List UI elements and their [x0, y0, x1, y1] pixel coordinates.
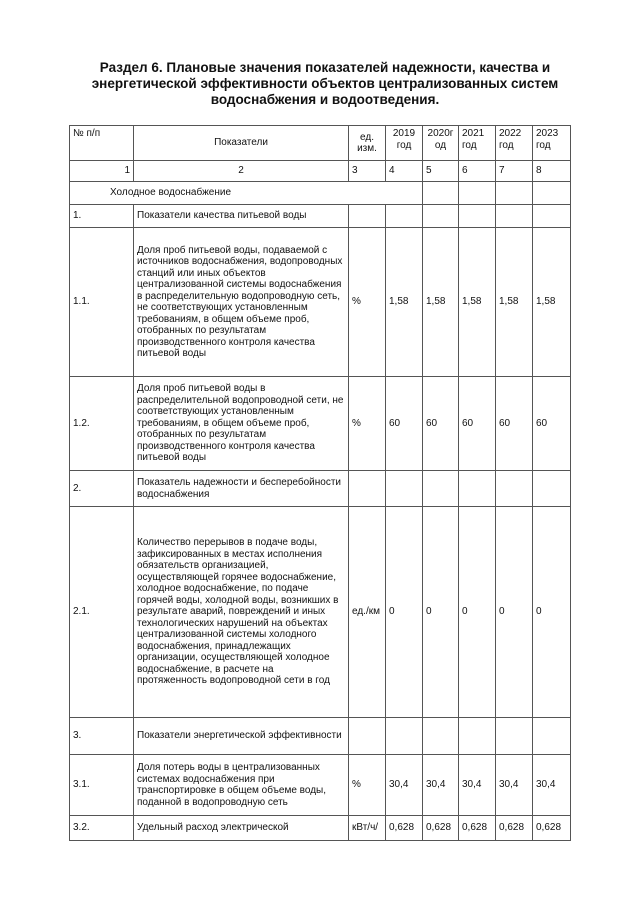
col-number: 8 [532, 160, 571, 182]
col-number: 3 [348, 160, 386, 182]
header-2021: 2021 год [458, 125, 496, 161]
row-number: 2.1. [69, 506, 134, 718]
empty-cell [495, 181, 533, 205]
value-2021: 30,4 [458, 754, 496, 816]
value-2022: 30,4 [495, 754, 533, 816]
unit [348, 204, 386, 228]
section-label: Холодное водоснабжение [69, 181, 423, 205]
value-2019: 30,4 [385, 754, 423, 816]
table-row: 2. Показатель надежности и бесперебойност… [69, 470, 571, 507]
value-2020 [422, 717, 459, 755]
indicator-name: Показатели энергетической эффективности [133, 717, 349, 755]
value-2020: 60 [422, 376, 459, 471]
col-number: 4 [385, 160, 423, 182]
table-row: 1.2. Доля проб питьевой воды в распредели… [69, 376, 571, 471]
header-2023: 2023 год [532, 125, 571, 161]
row-number: 1. [69, 204, 134, 228]
section-row: Холодное водоснабжение [69, 181, 571, 205]
value-2022: 0,628 [495, 815, 533, 841]
table-row: 3.2. Удельный расход электрической кВт/ч/0… [69, 815, 571, 841]
value-2020 [422, 204, 459, 228]
value-2022: 1,58 [495, 227, 533, 377]
header-indicators: Показатели [133, 125, 349, 161]
value-2022 [495, 717, 533, 755]
table-row: 3. Показатели энергетической эффективност… [69, 717, 571, 755]
value-2020 [422, 470, 459, 507]
col-number: 1 [69, 160, 134, 182]
unit: % [348, 754, 386, 816]
indicator-name: Количество перерывов в подаче воды, зафи… [133, 506, 349, 718]
col-number: 6 [458, 160, 496, 182]
value-2022 [495, 204, 533, 228]
value-2023: 60 [532, 376, 571, 471]
unit [348, 717, 386, 755]
value-2020: 1,58 [422, 227, 459, 377]
value-2021: 60 [458, 376, 496, 471]
row-number: 1.1. [69, 227, 134, 377]
indicator-name: Показатели качества питьевой воды [133, 204, 349, 228]
value-2019: 0 [385, 506, 423, 718]
row-number: 2. [69, 470, 134, 507]
value-2023 [532, 717, 571, 755]
header-num: № п/п [69, 125, 134, 161]
value-2021: 0 [458, 506, 496, 718]
table-row: 1. Показатели качества питьевой воды [69, 204, 571, 228]
value-2022: 60 [495, 376, 533, 471]
numbering-row: 1 2 3 4 5 6 7 8 [69, 160, 571, 182]
indicator-name: Доля проб питьевой воды, подаваемой с ис… [133, 227, 349, 377]
value-2023: 1,58 [532, 227, 571, 377]
unit: кВт/ч/ [348, 815, 386, 841]
row-number: 3.1. [69, 754, 134, 816]
value-2019: 0,628 [385, 815, 423, 841]
empty-cell [458, 181, 496, 205]
table-row: 3.1. Доля потерь воды в централизованных … [69, 754, 571, 816]
unit: % [348, 376, 386, 471]
table-row: 2.1. Количество перерывов в подаче воды, … [69, 506, 571, 718]
value-2021: 0,628 [458, 815, 496, 841]
indicator-name: Удельный расход электрической [133, 815, 349, 841]
value-2022: 0 [495, 506, 533, 718]
unit: ед./км [348, 506, 386, 718]
header-2019: 2019 год [385, 125, 423, 161]
value-2019 [385, 717, 423, 755]
unit: % [348, 227, 386, 377]
value-2020: 0,628 [422, 815, 459, 841]
col-number: 2 [133, 160, 349, 182]
section-title: Раздел 6. Плановые значения показателей … [91, 60, 559, 107]
row-number: 3.2. [69, 815, 134, 841]
empty-cell [532, 181, 571, 205]
value-2023 [532, 470, 571, 507]
value-2019 [385, 204, 423, 228]
value-2021 [458, 717, 496, 755]
table-row: 1.1. Доля проб питьевой воды, подаваемой … [69, 227, 571, 377]
indicator-name: Доля проб питьевой воды в распределитель… [133, 376, 349, 471]
header-2022: 2022 год [495, 125, 533, 161]
value-2021 [458, 470, 496, 507]
value-2020: 0 [422, 506, 459, 718]
indicator-name: Доля потерь воды в централизованных сист… [133, 754, 349, 816]
header-row: № п/п Показатели ед. изм. 2019 год 2020г… [69, 125, 571, 161]
indicators-table: № п/п Показатели ед. изм. 2019 год 2020г… [69, 125, 571, 841]
unit [348, 470, 386, 507]
value-2019: 60 [385, 376, 423, 471]
value-2021: 1,58 [458, 227, 496, 377]
value-2023: 0 [532, 506, 571, 718]
row-number: 3. [69, 717, 134, 755]
value-2022 [495, 470, 533, 507]
empty-cell [422, 181, 459, 205]
indicator-name: Показатель надежности и бесперебойности … [133, 470, 349, 507]
value-2020: 30,4 [422, 754, 459, 816]
value-2023 [532, 204, 571, 228]
value-2019: 1,58 [385, 227, 423, 377]
header-2020: 2020г од [422, 125, 459, 161]
col-number: 7 [495, 160, 533, 182]
value-2023: 30,4 [532, 754, 571, 816]
value-2023: 0,628 [532, 815, 571, 841]
header-unit: ед. изм. [348, 125, 386, 161]
value-2019 [385, 470, 423, 507]
value-2021 [458, 204, 496, 228]
row-number: 1.2. [69, 376, 134, 471]
col-number: 5 [422, 160, 459, 182]
